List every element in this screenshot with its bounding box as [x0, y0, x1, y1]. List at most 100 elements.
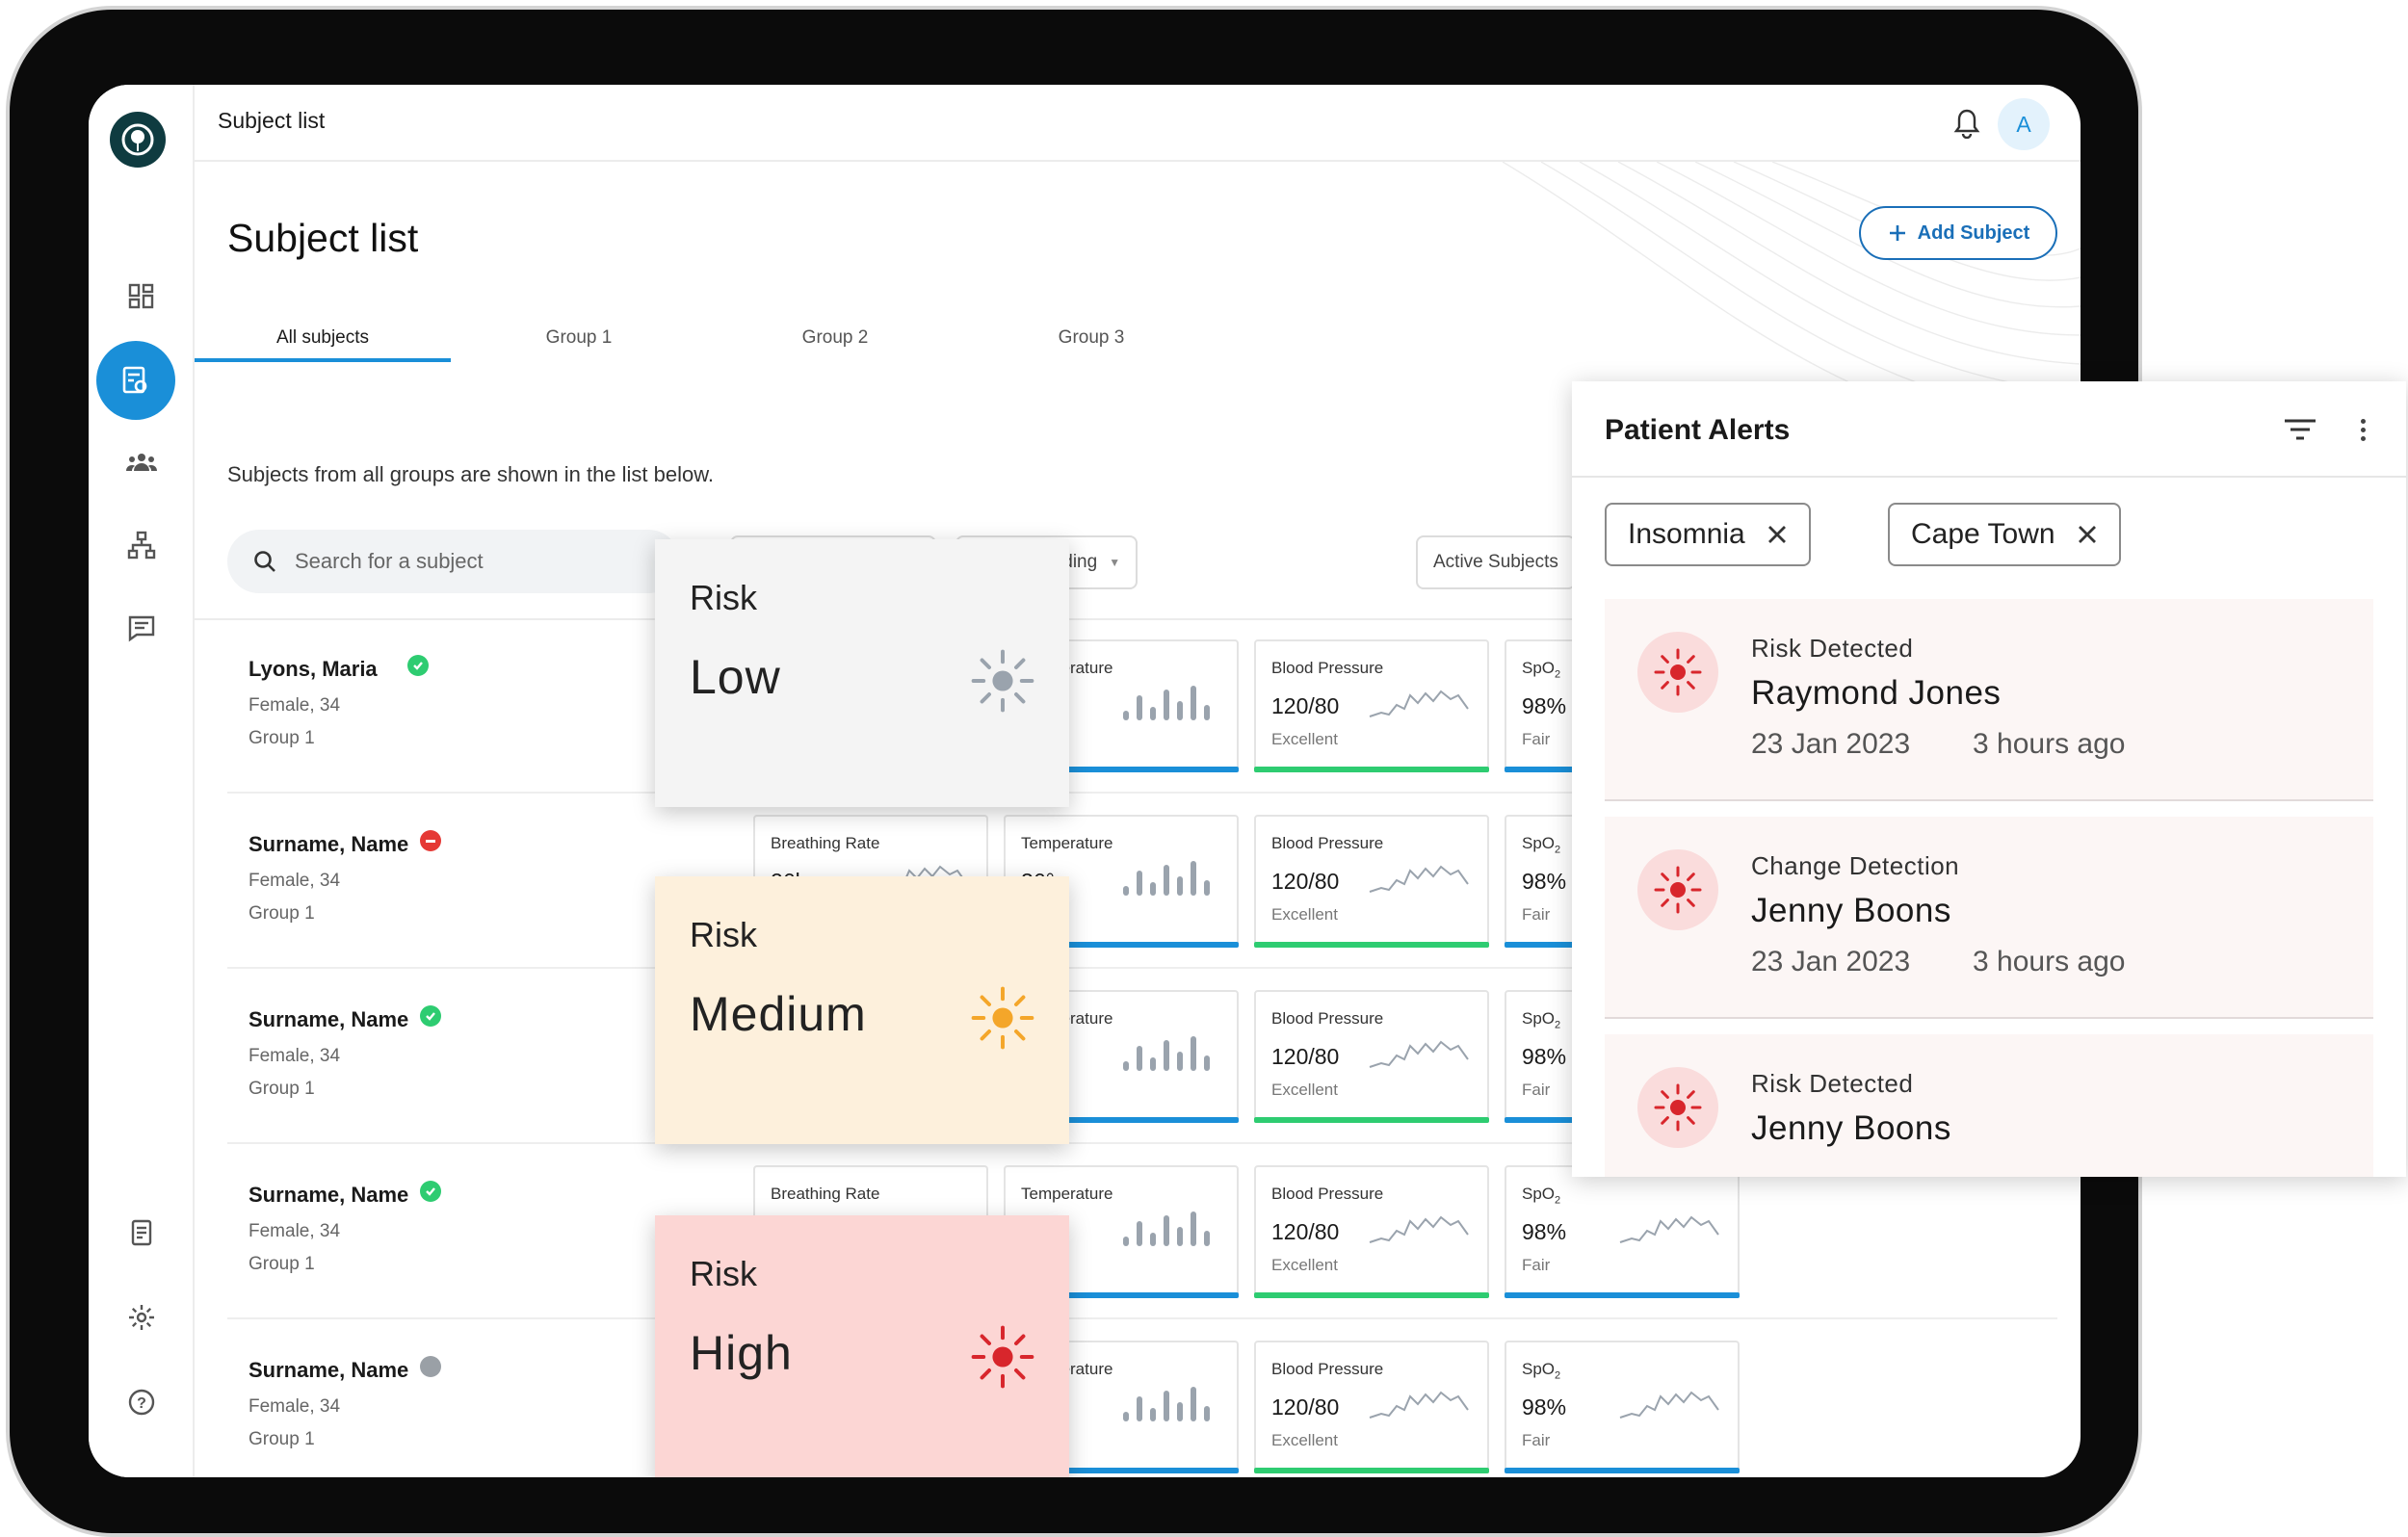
alert-risk-icon [1637, 632, 1718, 713]
row-menu-icon[interactable] [2075, 1391, 2081, 1429]
card-label: SpO2 [1522, 834, 1561, 856]
risk-card-high: Risk High [655, 1215, 1069, 1477]
close-icon[interactable] [2077, 524, 2098, 545]
alert-item[interactable]: Change Detection Jenny Boons 23 Jan 2023… [1605, 817, 2373, 1019]
nav-reports-icon[interactable] [118, 1210, 165, 1256]
subject-group: Group 1 [249, 1429, 315, 1449]
card-label: Breathing Rate [771, 834, 880, 852]
risk-level: High [690, 1326, 793, 1380]
spo2-card[interactable]: SpO2 98% Fair [1505, 1165, 1740, 1298]
spo2-card[interactable]: SpO2 98% Fair [1505, 1341, 1740, 1473]
app-logo[interactable] [110, 112, 166, 168]
status-bar [1505, 1292, 1740, 1298]
add-subject-button[interactable]: Add Subject [1859, 206, 2057, 260]
filter-icon[interactable] [2281, 410, 2319, 449]
main-content: Subject list Add Subject All subjects Gr… [195, 162, 2081, 1477]
group-tabs: All subjects Group 1 Group 2 Group 3 [195, 320, 1350, 362]
nav-settings-icon[interactable] [118, 1294, 165, 1341]
blood-pressure-card[interactable]: Blood Pressure 120/80 Excellent [1254, 639, 1489, 772]
status-bar [1505, 1468, 1740, 1473]
subject-demographics: Female, 34 [249, 871, 341, 891]
user-avatar[interactable]: A [1998, 98, 2050, 150]
tab-group-3[interactable]: Group 3 [1058, 327, 1125, 348]
card-label: Temperature [1021, 1185, 1113, 1203]
nav-help-icon[interactable]: ? [118, 1379, 165, 1425]
sparkline-icon [1369, 690, 1469, 717]
list-description: Subjects from all groups are shown in th… [227, 462, 715, 486]
status-bar [1254, 1292, 1489, 1298]
sparkline-icon [1369, 1040, 1469, 1068]
risk-icon [971, 649, 1034, 717]
subject-name[interactable]: Surname, Name [249, 832, 409, 856]
card-value: 98% [1522, 1044, 1567, 1069]
alert-item[interactable]: Risk Detected Raymond Jones 23 Jan 2023 … [1605, 599, 2373, 801]
subject-name[interactable]: Surname, Name [249, 1183, 409, 1207]
card-label: Blood Pressure [1271, 1360, 1384, 1378]
bar-sparkline-icon [1123, 686, 1210, 720]
topbar: Subject list A [195, 85, 2081, 162]
close-icon[interactable] [1767, 524, 1788, 545]
risk-label: Risk [690, 915, 757, 954]
tag-chip-insomnia[interactable]: Insomnia [1605, 503, 1811, 566]
blood-pressure-card[interactable]: Blood Pressure 120/80 Excellent [1254, 1165, 1489, 1298]
notification-bell-icon[interactable] [1950, 106, 1984, 141]
risk-level: Low [690, 650, 781, 704]
sparkline-icon [1369, 1215, 1469, 1243]
nav-hierarchy-icon[interactable] [118, 522, 165, 568]
card-label: SpO2 [1522, 1360, 1561, 1382]
tab-group-1[interactable]: Group 1 [545, 327, 613, 348]
card-status: Excellent [1271, 730, 1338, 748]
sparkline-icon [1369, 865, 1469, 893]
status-badge [419, 1005, 441, 1027]
page-title: Subject list [227, 216, 419, 260]
alerts-header: Patient Alerts [1572, 381, 2406, 478]
card-label: SpO2 [1522, 1185, 1561, 1207]
card-status: Fair [1522, 905, 1551, 924]
alert-patient-name[interactable]: Jenny Boons [1751, 892, 1951, 929]
subject-name[interactable]: Surname, Name [249, 1007, 409, 1031]
alert-item[interactable]: Risk Detected Jenny Boons [1605, 1034, 2373, 1177]
alert-type: Risk Detected [1751, 634, 1914, 663]
blood-pressure-card[interactable]: Blood Pressure 120/80 Excellent [1254, 1341, 1489, 1473]
card-value: 120/80 [1271, 1394, 1340, 1420]
tab-group-2[interactable]: Group 2 [801, 327, 869, 348]
alert-patient-name[interactable]: Jenny Boons [1751, 1109, 1951, 1147]
sidebar: ? [89, 85, 195, 1477]
subject-group: Group 1 [249, 1254, 315, 1274]
subject-demographics: Female, 34 [249, 1396, 341, 1417]
nav-messages-icon[interactable] [118, 605, 165, 651]
card-status: Excellent [1271, 1256, 1338, 1274]
status-badge [407, 655, 430, 676]
card-value: 98% [1522, 1394, 1567, 1420]
risk-icon [971, 986, 1034, 1055]
table-row[interactable]: Surname, Name Female, 34 Group 1 Breathi… [227, 1319, 2057, 1477]
active-subjects-filter[interactable]: Active Subjects [1416, 535, 1576, 589]
alert-risk-icon [1637, 849, 1718, 930]
subject-group: Group 1 [249, 728, 315, 748]
blood-pressure-card[interactable]: Blood Pressure 120/80 Excellent [1254, 815, 1489, 948]
nav-subject-list-icon[interactable] [96, 341, 175, 420]
status-bar [1004, 942, 1239, 948]
card-status: Fair [1522, 730, 1551, 748]
card-status: Excellent [1271, 1431, 1338, 1449]
status-badge [419, 830, 441, 851]
alert-risk-icon [1637, 1067, 1718, 1148]
risk-card-low: Risk Low [655, 539, 1069, 807]
row-menu-icon[interactable] [2075, 1215, 2081, 1254]
nav-dashboard-icon[interactable] [118, 274, 165, 320]
search-input[interactable]: Search for a subject [227, 530, 680, 593]
alert-type: Change Detection [1751, 851, 1960, 880]
subject-name[interactable]: Surname, Name [249, 1358, 409, 1382]
tag-chip-cape-town[interactable]: Cape Town [1888, 503, 2121, 566]
alert-patient-name[interactable]: Raymond Jones [1751, 674, 2002, 712]
status-bar [1254, 942, 1489, 948]
subject-name[interactable]: Lyons, Maria [249, 657, 378, 681]
tab-all-subjects[interactable]: All subjects [195, 320, 451, 362]
alerts-menu-icon[interactable] [2348, 410, 2377, 449]
card-label: Blood Pressure [1271, 834, 1384, 852]
risk-card-medium: Risk Medium [655, 876, 1069, 1144]
topbar-title: Subject list [218, 108, 326, 133]
blood-pressure-card[interactable]: Blood Pressure 120/80 Excellent [1254, 990, 1489, 1123]
card-value: 120/80 [1271, 693, 1340, 718]
nav-groups-icon[interactable] [118, 439, 165, 485]
